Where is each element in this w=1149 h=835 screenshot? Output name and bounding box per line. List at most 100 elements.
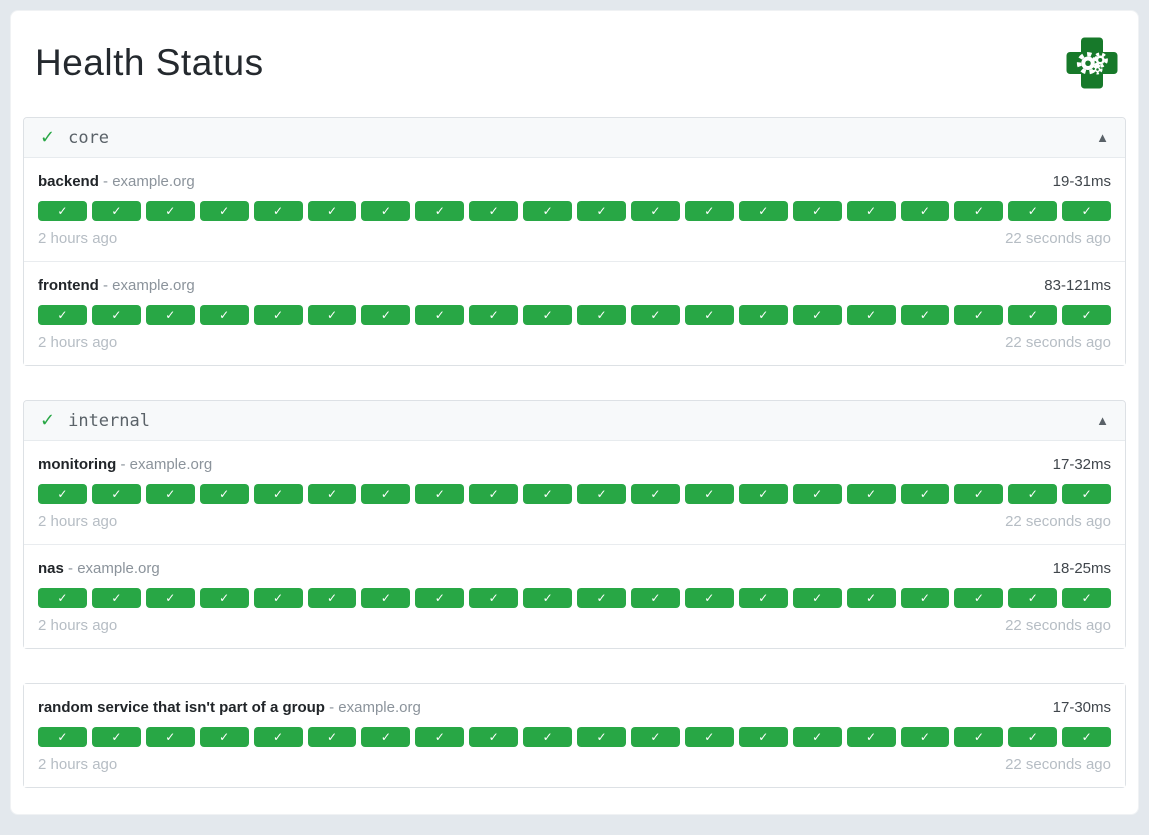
check-success-segment[interactable]: ✓ xyxy=(577,305,626,325)
check-success-segment[interactable]: ✓ xyxy=(954,305,1004,325)
check-success-segment[interactable]: ✓ xyxy=(199,201,249,221)
check-success-segment[interactable]: ✓ xyxy=(469,727,519,747)
check-success-segment[interactable]: ✓ xyxy=(91,201,141,221)
group-header[interactable]: ✓ core ▲ xyxy=(24,118,1125,158)
check-success-segment[interactable]: ✓ xyxy=(792,484,842,504)
check-success-segment[interactable]: ✓ xyxy=(1008,201,1058,221)
check-success-segment[interactable]: ✓ xyxy=(253,484,303,504)
check-success-segment[interactable]: ✓ xyxy=(738,484,788,504)
check-success-segment[interactable]: ✓ xyxy=(415,201,465,221)
check-success-segment[interactable]: ✓ xyxy=(738,727,788,747)
check-success-segment[interactable]: ✓ xyxy=(577,727,626,747)
check-success-segment[interactable]: ✓ xyxy=(38,484,87,504)
check-success-segment[interactable]: ✓ xyxy=(307,305,357,325)
check-success-segment[interactable]: ✓ xyxy=(145,305,195,325)
check-success-segment[interactable]: ✓ xyxy=(199,305,249,325)
check-success-segment[interactable]: ✓ xyxy=(954,727,1004,747)
check-success-segment[interactable]: ✓ xyxy=(846,201,896,221)
group-header[interactable]: ✓ internal ▲ xyxy=(24,401,1125,441)
check-success-segment[interactable]: ✓ xyxy=(91,588,141,608)
check-success-segment[interactable]: ✓ xyxy=(1008,484,1058,504)
check-success-segment[interactable]: ✓ xyxy=(1008,727,1058,747)
check-success-segment[interactable]: ✓ xyxy=(307,588,357,608)
check-success-segment[interactable]: ✓ xyxy=(38,727,87,747)
check-success-segment[interactable]: ✓ xyxy=(469,201,519,221)
check-success-segment[interactable]: ✓ xyxy=(630,484,680,504)
check-success-segment[interactable]: ✓ xyxy=(900,588,950,608)
check-success-segment[interactable]: ✓ xyxy=(846,305,896,325)
check-success-segment[interactable]: ✓ xyxy=(38,305,87,325)
check-success-segment[interactable]: ✓ xyxy=(1062,305,1112,325)
check-success-segment[interactable]: ✓ xyxy=(91,305,141,325)
check-success-segment[interactable]: ✓ xyxy=(846,484,896,504)
check-success-segment[interactable]: ✓ xyxy=(361,201,411,221)
check-success-segment[interactable]: ✓ xyxy=(792,201,842,221)
check-success-segment[interactable]: ✓ xyxy=(792,588,842,608)
check-success-segment[interactable]: ✓ xyxy=(684,727,734,747)
check-success-segment[interactable]: ✓ xyxy=(792,727,842,747)
check-success-segment[interactable]: ✓ xyxy=(145,588,195,608)
check-success-segment[interactable]: ✓ xyxy=(900,201,950,221)
check-success-segment[interactable]: ✓ xyxy=(523,305,573,325)
check-success-segment[interactable]: ✓ xyxy=(307,484,357,504)
check-success-segment[interactable]: ✓ xyxy=(469,484,519,504)
check-success-segment[interactable]: ✓ xyxy=(954,484,1004,504)
check-success-segment[interactable]: ✓ xyxy=(684,588,734,608)
check-success-segment[interactable]: ✓ xyxy=(1062,484,1112,504)
check-success-segment[interactable]: ✓ xyxy=(1062,727,1112,747)
check-success-segment[interactable]: ✓ xyxy=(145,727,195,747)
check-success-segment[interactable]: ✓ xyxy=(253,305,303,325)
collapse-up-icon[interactable]: ▲ xyxy=(1096,130,1109,145)
check-success-segment[interactable]: ✓ xyxy=(469,305,519,325)
check-success-segment[interactable]: ✓ xyxy=(253,201,303,221)
check-success-segment[interactable]: ✓ xyxy=(630,305,680,325)
check-success-segment[interactable]: ✓ xyxy=(523,484,573,504)
check-success-segment[interactable]: ✓ xyxy=(361,727,411,747)
check-success-segment[interactable]: ✓ xyxy=(38,588,87,608)
check-success-segment[interactable]: ✓ xyxy=(253,727,303,747)
check-success-segment[interactable]: ✓ xyxy=(630,727,680,747)
check-success-segment[interactable]: ✓ xyxy=(684,484,734,504)
check-success-segment[interactable]: ✓ xyxy=(1008,588,1058,608)
check-success-segment[interactable]: ✓ xyxy=(91,484,141,504)
check-success-segment[interactable]: ✓ xyxy=(361,588,411,608)
check-success-segment[interactable]: ✓ xyxy=(846,588,896,608)
check-success-segment[interactable]: ✓ xyxy=(199,727,249,747)
check-success-segment[interactable]: ✓ xyxy=(199,484,249,504)
check-success-segment[interactable]: ✓ xyxy=(900,727,950,747)
check-success-segment[interactable]: ✓ xyxy=(145,201,195,221)
check-success-segment[interactable]: ✓ xyxy=(1062,201,1112,221)
collapse-up-icon[interactable]: ▲ xyxy=(1096,413,1109,428)
check-success-segment[interactable]: ✓ xyxy=(307,201,357,221)
check-success-segment[interactable]: ✓ xyxy=(415,588,465,608)
check-success-segment[interactable]: ✓ xyxy=(523,727,573,747)
check-success-segment[interactable]: ✓ xyxy=(145,484,195,504)
check-success-segment[interactable]: ✓ xyxy=(792,305,842,325)
check-success-segment[interactable]: ✓ xyxy=(577,588,626,608)
check-success-segment[interactable]: ✓ xyxy=(361,305,411,325)
check-success-segment[interactable]: ✓ xyxy=(630,588,680,608)
check-success-segment[interactable]: ✓ xyxy=(954,201,1004,221)
check-success-segment[interactable]: ✓ xyxy=(630,201,680,221)
check-success-segment[interactable]: ✓ xyxy=(415,484,465,504)
check-success-segment[interactable]: ✓ xyxy=(38,201,87,221)
check-success-segment[interactable]: ✓ xyxy=(469,588,519,608)
check-success-segment[interactable]: ✓ xyxy=(253,588,303,608)
check-success-segment[interactable]: ✓ xyxy=(900,484,950,504)
check-success-segment[interactable]: ✓ xyxy=(577,201,626,221)
check-success-segment[interactable]: ✓ xyxy=(415,727,465,747)
check-success-segment[interactable]: ✓ xyxy=(361,484,411,504)
check-success-segment[interactable]: ✓ xyxy=(523,588,573,608)
check-success-segment[interactable]: ✓ xyxy=(1062,588,1112,608)
check-success-segment[interactable]: ✓ xyxy=(91,727,141,747)
check-success-segment[interactable]: ✓ xyxy=(738,305,788,325)
check-success-segment[interactable]: ✓ xyxy=(577,484,626,504)
check-success-segment[interactable]: ✓ xyxy=(738,588,788,608)
check-success-segment[interactable]: ✓ xyxy=(307,727,357,747)
check-success-segment[interactable]: ✓ xyxy=(1008,305,1058,325)
check-success-segment[interactable]: ✓ xyxy=(415,305,465,325)
check-success-segment[interactable]: ✓ xyxy=(846,727,896,747)
check-success-segment[interactable]: ✓ xyxy=(523,201,573,221)
check-success-segment[interactable]: ✓ xyxy=(954,588,1004,608)
check-success-segment[interactable]: ✓ xyxy=(684,305,734,325)
